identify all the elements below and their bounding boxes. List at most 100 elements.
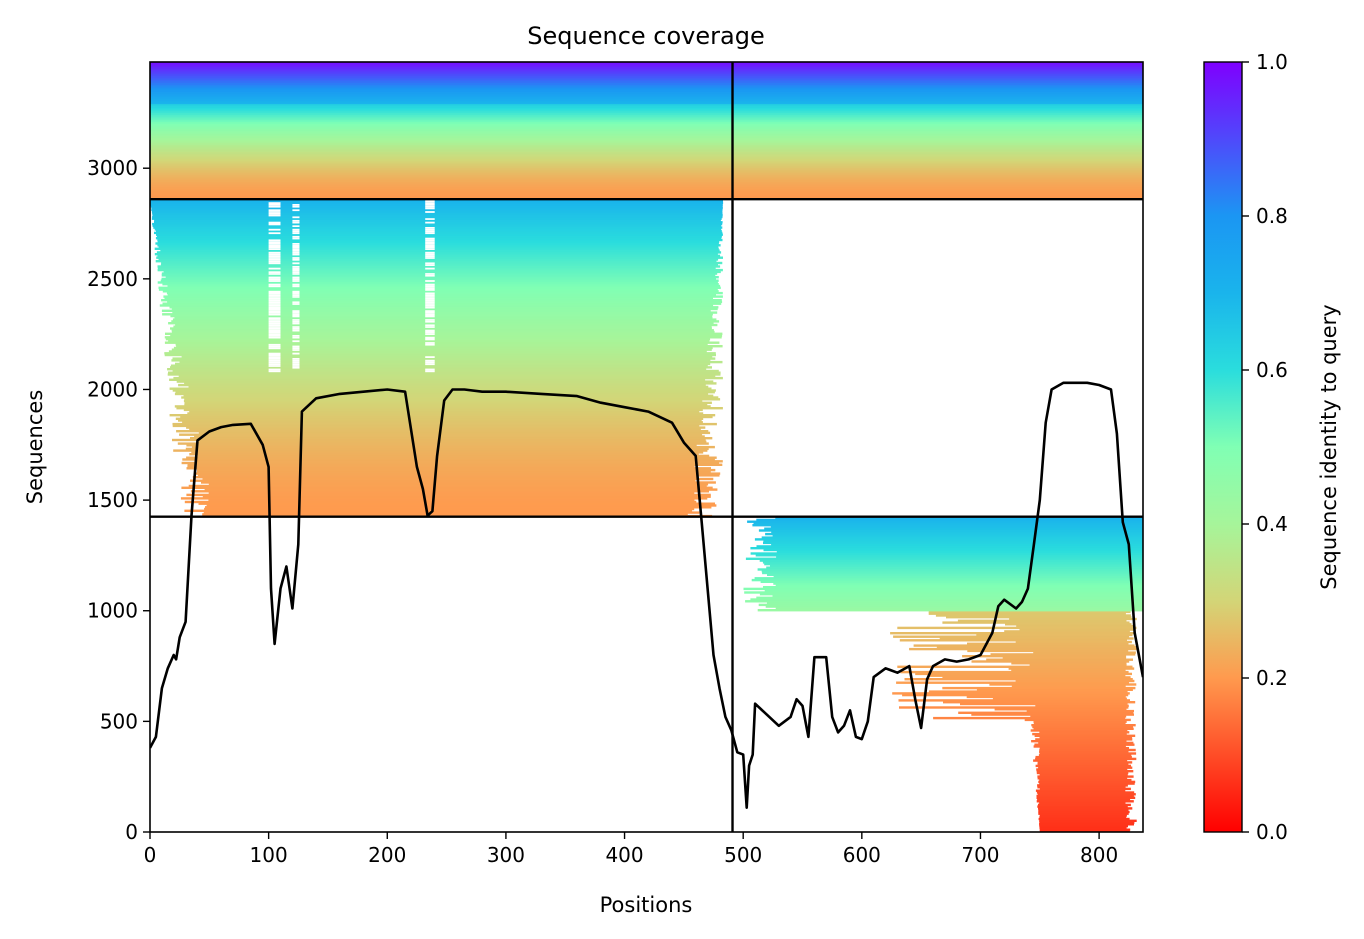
msa-row [1037, 805, 1128, 808]
msa-row [178, 419, 702, 422]
msa-gap [268, 313, 281, 316]
msa-row [154, 253, 718, 256]
msa-gap [268, 316, 281, 320]
msa-gap [425, 231, 435, 235]
msa-gap [425, 336, 435, 339]
msa-row [150, 142, 1143, 145]
msa-gap [425, 238, 435, 242]
msa-row [206, 504, 717, 507]
colorbar-ticks: 0.0 0.2 0.4 0.6 0.8 1.0 [1242, 50, 1288, 844]
msa-gap [292, 265, 300, 268]
msa-row [1033, 651, 1136, 654]
x-tick-label: 800 [1080, 843, 1118, 867]
msa-gap [292, 229, 300, 233]
msa-row [165, 276, 719, 279]
block-dividers [150, 62, 1143, 832]
msa-row [1038, 741, 1134, 745]
msa-row [1039, 748, 1136, 752]
msa-row [151, 210, 723, 213]
msa-row [1035, 704, 1129, 707]
msa-row [160, 249, 720, 252]
msa-row [184, 403, 708, 406]
msa-row [160, 279, 719, 282]
msa-gap [292, 357, 300, 360]
msa-gap [292, 231, 300, 235]
msa-row [150, 119, 1143, 122]
msa-row [154, 247, 719, 250]
msa-row [170, 366, 712, 369]
msa-row [178, 383, 706, 387]
msa-gap [292, 270, 300, 274]
msa-gap [292, 267, 300, 270]
msa-row [187, 465, 695, 468]
msa-row [172, 424, 700, 428]
msa-gap [292, 224, 300, 227]
msa-row [186, 444, 697, 447]
msa-gap [292, 283, 300, 286]
msa-row [1026, 709, 1134, 713]
msa-row [184, 401, 712, 404]
y-axis-ticks: 0 500 1000 1500 2000 2500 3000 [87, 156, 150, 844]
msa-row [897, 665, 1133, 668]
msa-gap [268, 332, 281, 335]
msa-row [904, 678, 1133, 681]
msa-gap [268, 277, 281, 281]
msa-row [1030, 715, 1127, 718]
msa-row [198, 502, 715, 505]
y-tick-label: 1500 [87, 488, 138, 512]
msa-row [170, 364, 708, 367]
msa-row [1039, 752, 1137, 755]
msa-row [1039, 787, 1131, 791]
msa-gap [425, 247, 435, 250]
msa-row [150, 163, 1143, 167]
msa-row [184, 382, 717, 385]
msa-row [157, 281, 718, 284]
msa-row [163, 270, 721, 274]
msa-gap [425, 245, 435, 249]
msa-row [1038, 766, 1133, 769]
msa-gap [425, 311, 435, 314]
msa-gap [268, 364, 281, 367]
msa-gap [425, 253, 435, 256]
msa-gap [425, 362, 435, 366]
msa-gap [425, 293, 435, 297]
y-tick-label: 3000 [87, 156, 138, 180]
msa-row [157, 240, 720, 243]
msa-row [150, 64, 1143, 68]
msa-gap [425, 332, 435, 335]
msa-gap [268, 369, 281, 373]
msa-row [150, 98, 1143, 101]
msa-gap [292, 362, 300, 366]
msa-gap [425, 297, 435, 300]
msa-gap [268, 357, 281, 360]
msa-gap [268, 304, 281, 307]
msa-row [172, 369, 719, 373]
msa-row [1039, 830, 1130, 832]
msa-row [1038, 780, 1136, 784]
msa-row [175, 323, 718, 327]
msa-gap [292, 244, 300, 247]
msa-row [150, 135, 1143, 138]
msa-row [1035, 757, 1137, 761]
msa-row [175, 391, 715, 394]
msa-row [161, 272, 718, 275]
msa-row [1039, 814, 1127, 817]
msa-gap [268, 279, 281, 282]
msa-gap [292, 345, 300, 348]
msa-gap [268, 343, 281, 346]
msa-row [162, 283, 719, 286]
plot-frame [149, 61, 1144, 833]
msa-row [1039, 828, 1131, 831]
msa-row [747, 520, 1143, 523]
msa-gap [292, 291, 300, 295]
msa-row [150, 162, 1143, 165]
msa-gap [425, 274, 435, 277]
msa-row [150, 123, 1143, 126]
msa-row [204, 488, 718, 491]
msa-row [758, 603, 1143, 607]
msa-gap [292, 318, 300, 321]
msa-row [169, 306, 719, 309]
msa-row [180, 497, 708, 500]
msa-gap [268, 307, 281, 311]
msa-row [1037, 777, 1128, 780]
